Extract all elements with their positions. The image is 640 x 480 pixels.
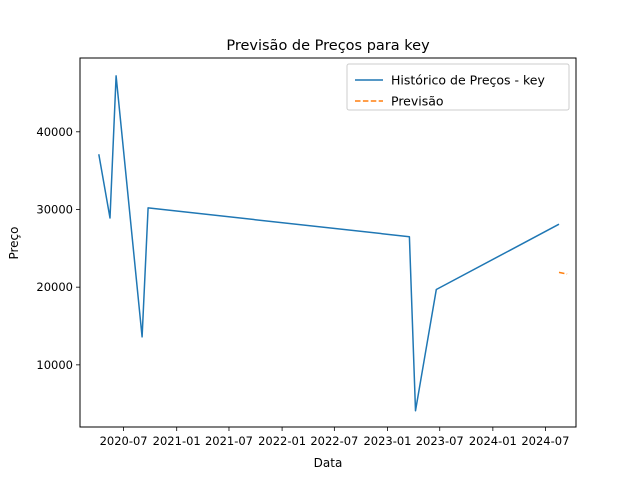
y-tick-label-3: 40000: [36, 125, 73, 139]
chart-title: Previsão de Preços para key: [226, 38, 430, 54]
y-tick-label-2: 30000: [36, 202, 73, 216]
x-tick-label-7: 2024-01: [469, 434, 517, 448]
legend-box: [346, 63, 570, 111]
y-tick-label-1: 20000: [36, 280, 73, 294]
x-tick-label-2: 2021-07: [205, 434, 253, 448]
plot-frame: [79, 57, 577, 428]
y-tick-label-0: 10000: [36, 358, 73, 372]
legend-label-1: Previsão: [391, 94, 444, 109]
x-tick-label-6: 2023-07: [416, 434, 464, 448]
x-tick-label-0: 2020-07: [100, 434, 148, 448]
x-tick-label-3: 2022-01: [258, 434, 306, 448]
legend: Histórico de Preços - key Previsão: [346, 63, 570, 111]
x-tick-label-8: 2024-07: [521, 434, 569, 448]
legend-label-0: Histórico de Preços - key: [391, 73, 545, 88]
x-tick-label-5: 2023-01: [363, 434, 411, 448]
x-tick-label-1: 2021-01: [153, 434, 201, 448]
x-axis-label: Data: [314, 456, 343, 470]
y-axis: 10000 20000 30000 40000: [36, 125, 80, 372]
x-tick-label-4: 2022-07: [310, 434, 358, 448]
series-line-0: [98, 75, 560, 412]
y-axis-label: Preço: [7, 226, 21, 259]
series-line-1: [558, 271, 568, 275]
plot-content: [98, 75, 568, 412]
x-axis: 2020-07 2021-01 2021-07 2022-01 2022-07 2023-…: [100, 427, 569, 448]
